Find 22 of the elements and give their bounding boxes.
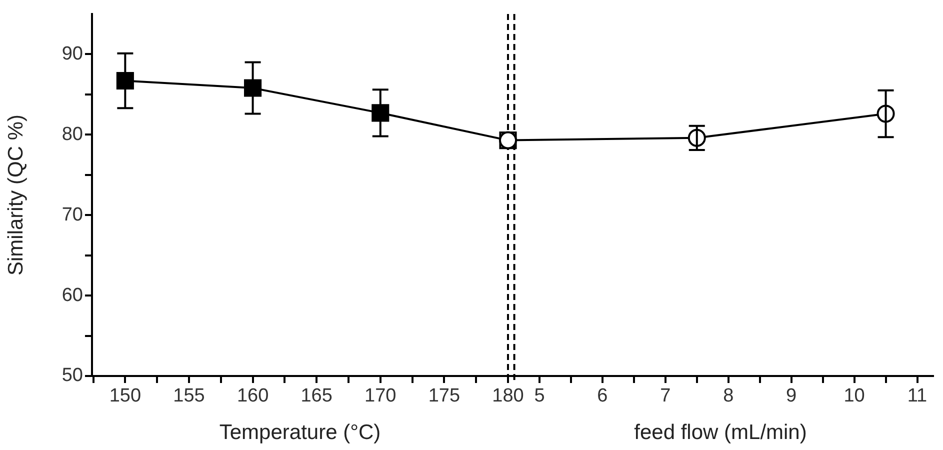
- y-tick-label: 80: [62, 124, 83, 145]
- x-axis-title: feed flow (mL/min): [634, 421, 807, 444]
- x-tick-label: 7: [660, 386, 671, 407]
- y-axis-title: Similarity (QC %): [4, 114, 28, 276]
- y-tick-label: 60: [62, 284, 83, 306]
- x-tick-label: 170: [364, 386, 396, 407]
- x-tick-label: 175: [428, 386, 460, 407]
- x-tick-label: 9: [786, 386, 797, 407]
- x-tick-label: 6: [597, 386, 608, 407]
- x-tick-label: 8: [723, 386, 734, 407]
- y-tick-label: 50: [62, 365, 83, 386]
- x-tick-label: 165: [300, 386, 332, 407]
- y-tick-label: 70: [62, 204, 83, 226]
- x-axis-title: Temperature (°C): [219, 421, 381, 444]
- x-tick-label: 10: [844, 386, 865, 407]
- x-tick-label: 150: [109, 386, 142, 407]
- x-tick-label: 11: [907, 386, 928, 407]
- x-tick-label: 155: [173, 386, 205, 407]
- x-tick-label: 180: [492, 386, 524, 407]
- x-tick-label: 5: [534, 386, 545, 407]
- y-tick-label: 90: [62, 43, 83, 64]
- x-tick-label: 160: [236, 386, 269, 407]
